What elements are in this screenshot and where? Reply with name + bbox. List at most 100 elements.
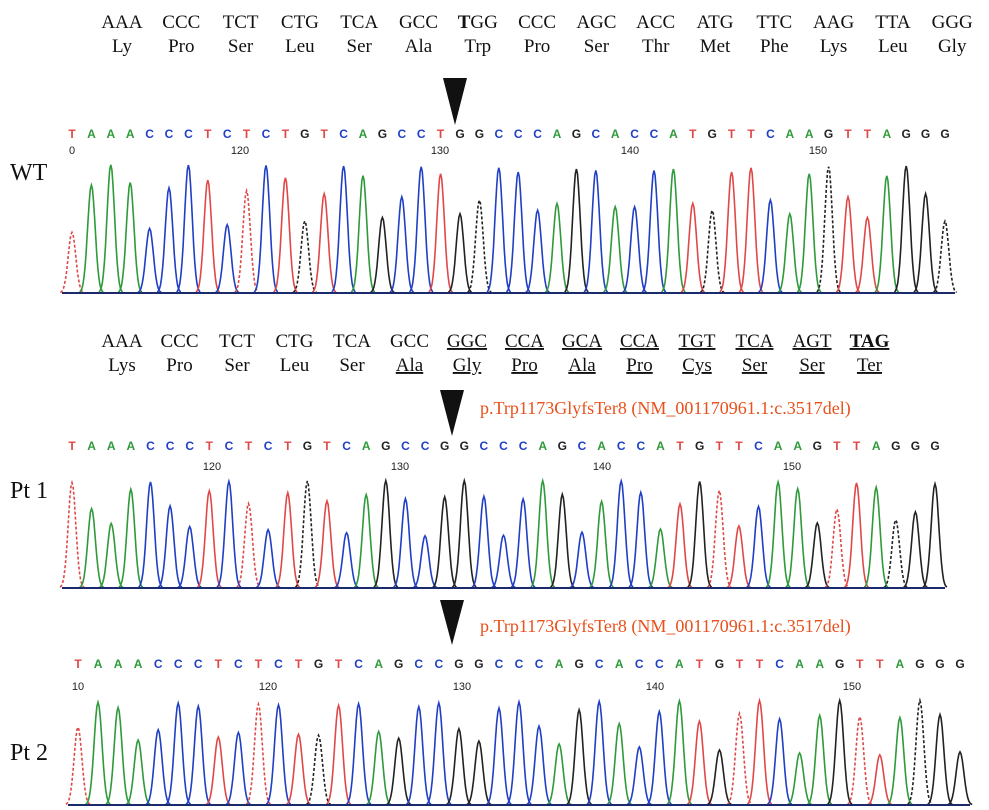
trace-peak [235,191,258,292]
trace-peak [507,702,531,804]
base: C [397,127,406,141]
base: T [747,127,755,141]
trace-peak [884,520,908,588]
base: C [515,657,524,671]
position-label: 150 [809,145,827,157]
base: A [615,657,624,671]
trace-peak [701,210,724,292]
codon: TCA [340,12,378,33]
trace-peak [649,529,673,587]
amino-acid: Gly [938,36,967,57]
amino-acid: Leu [280,355,310,376]
base: A [669,127,678,141]
position-label: 140 [621,145,639,157]
base: T [844,127,852,141]
trace-peak [527,726,551,804]
codon: GCA [562,331,602,352]
trace-peak [647,712,671,805]
base: C [434,657,443,671]
codon: ACC [636,12,675,33]
amino-acid: Ser [228,36,254,57]
base: C [655,657,664,671]
base: C [591,127,600,141]
trace-peak [99,165,122,292]
position-label: 120 [259,681,277,693]
trace-peak [429,174,452,292]
trace-peak [590,502,614,588]
base: T [756,657,764,671]
base: G [835,657,844,671]
trace-peak [80,509,104,588]
trace-peak [817,167,840,292]
trace-peak [545,204,568,293]
base: G [935,657,944,671]
base: C [166,439,175,453]
base: G [915,657,924,671]
position-label: 140 [646,681,664,693]
position-label: 150 [783,461,801,473]
base: C [650,127,659,141]
codon: GCC [399,12,438,33]
base: C [174,657,183,671]
codon: AGC [576,12,616,33]
amino-acid: Pro [511,355,537,376]
base: C [754,439,763,453]
trace-peak [327,705,351,804]
codon: TGT [679,331,716,352]
base: G [708,127,717,141]
trace-peak [923,484,947,587]
trace-peak [570,532,594,587]
codon: CCC [160,331,198,352]
base: C [185,439,194,453]
base: G [572,127,581,141]
trace-peak [609,481,633,587]
position-label: 130 [431,145,449,157]
stop-codon: TAG [850,331,890,352]
codon: CTG [281,12,319,33]
trace-peak [371,218,394,293]
trace-peak [447,729,471,805]
base: A [872,439,881,453]
base: C [145,127,154,141]
base: A [359,127,368,141]
base: A [107,439,116,453]
trace-peak [642,171,665,293]
base: T [68,127,76,141]
variant-annotation: p.Trp1173GlyfsTer8 (NM_001170961.1:c.351… [480,616,851,637]
codon: CCC [518,12,556,33]
amino-acid: Pro [168,36,194,57]
base: G [891,439,900,453]
base: A [815,657,824,671]
trace-peak [547,744,571,805]
trace-peak [492,535,516,587]
base: C [165,127,174,141]
amino-acid: Ser [347,36,373,57]
trace-peak [197,491,221,587]
base: A [805,127,814,141]
base: T [689,127,697,141]
base: C [775,657,784,671]
trace-peak [551,494,575,587]
codon: TCT [223,12,259,33]
amino-acid: Pro [524,36,550,57]
trace-peak [452,481,476,588]
base: T [204,127,212,141]
trace-peak [623,207,646,292]
position-label: 150 [843,681,861,693]
trace-peak [629,492,653,587]
amino-acid: Ser [799,355,825,376]
base: G [715,657,724,671]
trace-peak [914,194,937,293]
base: A [774,439,783,453]
panel-label: Pt 1 [10,478,48,504]
trace-peak [119,183,142,293]
trace-peak [216,225,239,293]
codon: CTG [276,331,314,352]
base: C [417,127,426,141]
position-label: 120 [203,461,221,473]
amino-acid: Thr [642,36,670,57]
trace-peak [681,203,704,292]
trace-peak [467,741,491,804]
base: T [437,127,445,141]
